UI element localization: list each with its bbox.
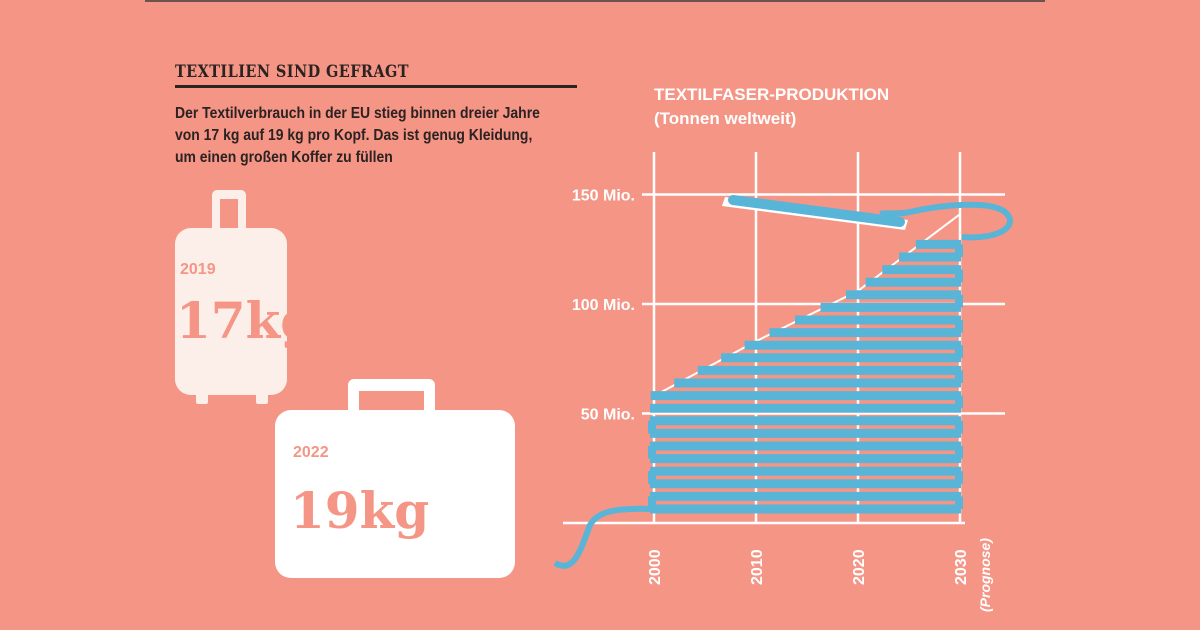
x-tick-label: 2020 <box>851 549 868 585</box>
suitcase-year-2019: 2019 <box>180 261 216 278</box>
article-title: TEXTILIEN SIND GEFRAGT <box>175 62 409 82</box>
x-tick-label: 2010 <box>749 549 766 585</box>
suitcase-year-2022: 2022 <box>293 444 329 461</box>
y-tick-label: 100 Mio. <box>572 297 635 314</box>
suitcase-weight-2022: 19kg <box>290 481 429 540</box>
yarn-tail <box>553 505 653 569</box>
yarn-area <box>553 195 1013 569</box>
y-tick-label: 50 Mio. <box>581 407 635 424</box>
yarn-loop <box>879 201 1013 241</box>
knitting-needle-icon <box>728 195 905 227</box>
x-tick-label: 2030 <box>953 549 970 585</box>
chart-subtitle: (Tonnen weltweit) <box>654 109 796 128</box>
article-description: Der Textilverbrauch in der EU stieg binn… <box>175 105 540 166</box>
x-tick-label: 2000 <box>647 549 664 585</box>
trolley-suitcase-icon <box>175 190 287 404</box>
chart-labels: 50 Mio. 100 Mio. 150 Mio. 2000 2010 2020 2030 (… <box>572 188 993 613</box>
x-note-label: (Prognose) <box>977 538 993 612</box>
top-divider <box>145 0 1045 2</box>
briefcase-icon <box>275 379 515 578</box>
chart-title: TEXTILFASER-PRODUKTION <box>654 85 889 104</box>
suitcase-weight-2019: 17kg <box>176 291 315 350</box>
title-rule <box>175 85 577 88</box>
y-tick-label: 150 Mio. <box>572 188 635 205</box>
